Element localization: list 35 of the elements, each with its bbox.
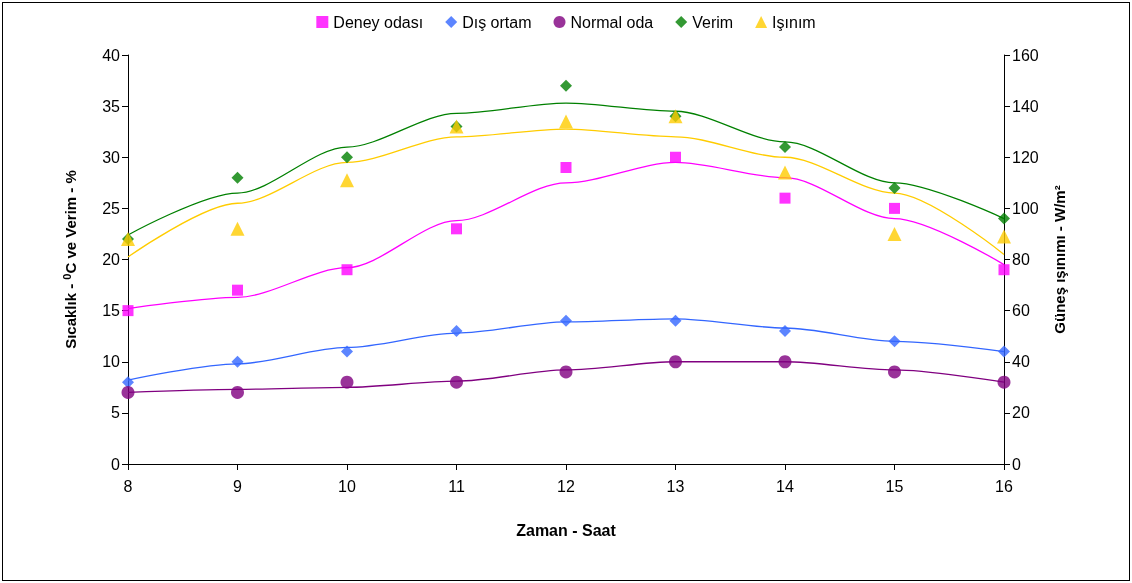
legend-label: Normal oda: [570, 13, 654, 31]
legend-label: Dış ortam: [462, 13, 532, 31]
y-tick-label: 25: [102, 199, 121, 217]
legend-label: Verim: [692, 13, 734, 31]
x-tick-label: 14: [776, 477, 794, 495]
y-axis-title: Sıcaklık - 0C ve Verim - %: [60, 170, 79, 349]
x-tick-label: 11: [448, 477, 465, 495]
legend-label: Deney odası: [333, 13, 424, 31]
x-axis-title: Zaman - Saat: [516, 521, 617, 539]
y-tick-label: 30: [102, 148, 121, 166]
x-tick-label: 16: [995, 477, 1013, 495]
y-tick-label: 5: [111, 404, 121, 422]
x-tick-label: 9: [233, 477, 243, 495]
y-tick-label: 20: [102, 251, 121, 268]
x-tick-label: 10: [338, 477, 356, 495]
y-tick-label: 40: [102, 46, 121, 64]
y2-tick-label: 160: [1012, 46, 1039, 64]
y-tick-label: 10: [102, 353, 121, 371]
y2-tick-label: 20: [1012, 404, 1030, 422]
y2-tick-label: 0: [1012, 455, 1021, 473]
legend-label: Işınım: [772, 13, 816, 31]
x-tick-label: 15: [885, 477, 904, 495]
y2-tick-label: 140: [1012, 97, 1039, 115]
x-tick-label: 13: [666, 477, 685, 495]
y2-axis-title: Güneş ışınımı - W/m²: [1051, 185, 1068, 334]
y2-tick-label: 100: [1012, 199, 1039, 217]
y2-tick-label: 120: [1012, 148, 1039, 166]
y-tick-label: 0: [111, 455, 121, 473]
y-tick-label: 15: [102, 302, 121, 320]
x-tick-label: 12: [557, 477, 575, 495]
y2-tick-label: 80: [1012, 251, 1030, 268]
y2-tick-label: 60: [1012, 302, 1030, 320]
y2-tick-label: 40: [1012, 353, 1030, 371]
y-tick-label: 35: [102, 97, 121, 115]
x-tick-label: 8: [123, 477, 133, 495]
